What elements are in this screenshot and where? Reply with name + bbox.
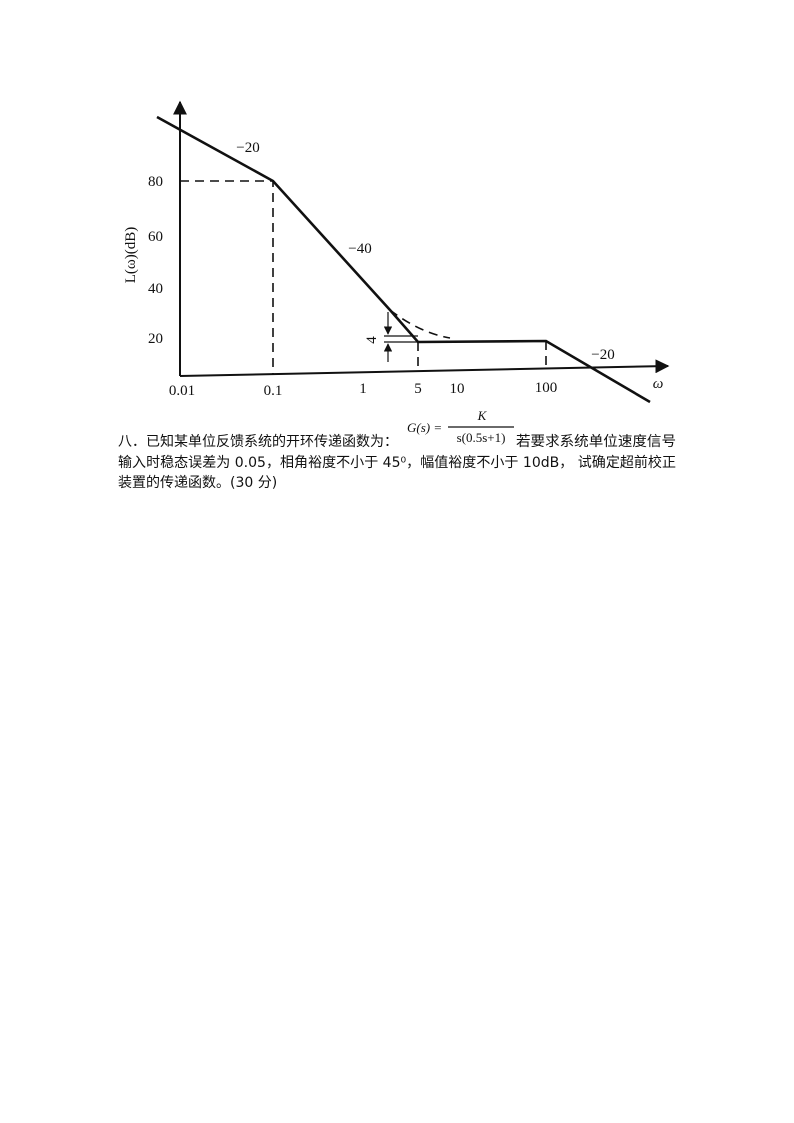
x-tick-label: 10 <box>450 381 465 397</box>
x-tick-label: 100 <box>535 380 558 396</box>
gap-lines <box>384 335 418 343</box>
asymptote <box>156 115 651 404</box>
x-tick-label: 0.1 <box>264 383 283 399</box>
y-tick-label: 60 <box>148 229 163 245</box>
formula-denominator: s(0.5s+1) <box>457 430 506 445</box>
y-tick-label: 20 <box>148 331 163 347</box>
problem-text-line: 若要求系统单位速度信号 <box>516 434 676 450</box>
formula-numerator: K <box>477 408 488 423</box>
slope-label: −40 <box>348 241 371 257</box>
slope-label: −20 <box>591 347 614 363</box>
x-tick-label: 5 <box>414 381 422 397</box>
problem-text-line: 装置的传递函数。(30 分) <box>118 475 277 491</box>
guide-lines <box>180 180 547 375</box>
problem-text: 八．已知某单位反馈系统的开环传递函数为： G(s) = K s(0.5s+1) … <box>118 408 676 491</box>
x-axis-label: ω <box>653 376 664 392</box>
y-axis-label: L(ω)(dB) <box>123 227 139 284</box>
x-axis <box>179 359 670 377</box>
x-tick-label: 1 <box>359 381 367 397</box>
formula-lhs: G(s) = <box>407 420 442 435</box>
problem-lead: 八．已知某单位反馈系统的开环传递函数为： <box>118 433 398 450</box>
bode-figure: 80 60 40 20 0.01 0.1 1 5 10 100 −20 −40 … <box>123 100 670 404</box>
gap-label: 4 <box>364 336 380 344</box>
actual-curve <box>389 309 451 339</box>
x-tick-label: 0.01 <box>169 383 195 399</box>
y-tick-label: 40 <box>148 281 163 297</box>
slope-label: −20 <box>236 140 259 156</box>
problem-text-line: 输入时稳态误差为 0.05，相角裕度不小于 45⁰，幅值裕度不小于 10dB， … <box>118 454 676 471</box>
y-tick-label: 80 <box>148 174 163 190</box>
